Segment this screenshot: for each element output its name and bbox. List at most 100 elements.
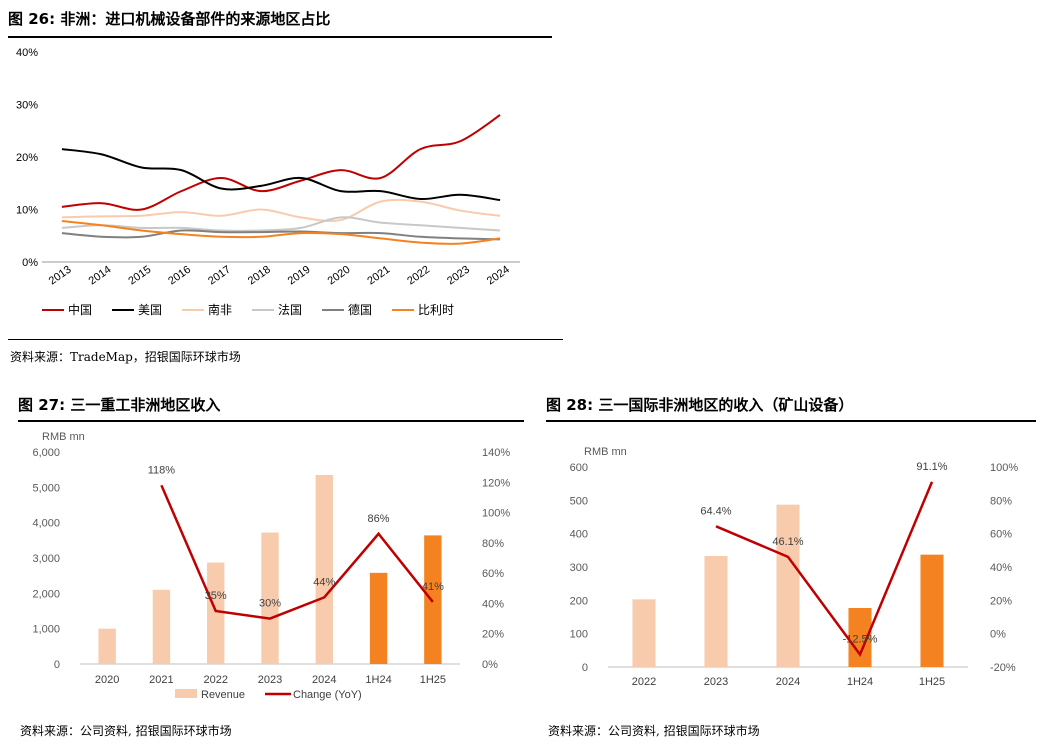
revenue-bar [152, 589, 171, 664]
x-tick-label: 2024 [776, 676, 800, 688]
yoy-data-label: -12.5% [843, 634, 878, 646]
legend-swatch-revenue [175, 689, 197, 698]
series-line-1 [61, 148, 501, 202]
y-tick-label: 600 [570, 462, 588, 474]
yoy-data-label: 118% [148, 464, 176, 476]
revenue-bar [207, 562, 225, 664]
x-tick-label: 1H24 [847, 676, 873, 688]
fig27-title-rule [18, 420, 524, 422]
yoy-data-label: 41% [422, 581, 444, 593]
x-tick-label: 2016 [166, 264, 193, 288]
x-tick-label: 2023 [258, 674, 282, 686]
y2-tick-label: 60% [482, 568, 504, 580]
revenue-bar [369, 572, 388, 664]
y-tick-label: 5,000 [32, 482, 60, 494]
y2-tick-label: 120% [482, 477, 510, 489]
x-tick-label: 2024 [485, 264, 512, 288]
y-tick-label: 100 [570, 629, 588, 641]
legend-label: 南非 [208, 302, 232, 317]
x-tick-label: 2022 [632, 676, 656, 688]
fig26-source: 资料来源：TradeMap，招银国际环球市场 [10, 350, 241, 364]
legend-label-change: Change (YoY) [293, 689, 362, 701]
yoy-change-line [160, 484, 434, 620]
x-tick-label: 2017 [206, 264, 233, 288]
yoy-data-label: 86% [368, 513, 390, 525]
y-tick-label: 30% [16, 100, 38, 112]
x-tick-label: 2022 [203, 674, 227, 686]
yoy-data-label: 91.1% [916, 461, 947, 473]
y2-tick-label: 0% [482, 659, 498, 671]
fig26-line-chart: 0% 10% 20% 30% 40% 2013 2014 2015 2016 2017 2018 20… [16, 47, 520, 317]
legend-label: 美国 [138, 303, 162, 317]
x-tick-label: 2023 [445, 264, 472, 288]
series-line-2 [61, 198, 501, 222]
revenue-bar [920, 554, 944, 667]
y-tick-label: 2,000 [32, 588, 60, 600]
x-tick-label: 2014 [87, 264, 114, 288]
series-line-5 [61, 220, 501, 245]
revenue-bar [776, 504, 800, 667]
revenue-bar [424, 535, 442, 664]
fig27-title: 图 27: 三一重工非洲地区收入 [18, 396, 221, 414]
yoy-data-label: 30% [259, 598, 281, 610]
y2-tick-label: 80% [482, 538, 504, 550]
x-tick-label: 2021 [365, 264, 392, 288]
fig28-title-rule [546, 420, 1036, 422]
fig27-combo-chart: RMB mn 0 1,000 2,000 3,000 4,000 5,000 6,000 0% 2… [32, 431, 510, 701]
series-line-0 [61, 114, 501, 211]
revenue-bar [848, 608, 872, 667]
y-tick-label: 4,000 [32, 518, 60, 530]
y-tick-label: 20% [16, 152, 38, 164]
yoy-data-label: 35% [205, 590, 227, 602]
x-tick-label: 2018 [246, 264, 273, 288]
x-tick-label: 2020 [95, 674, 119, 686]
y2-tick-label: 100% [990, 462, 1018, 474]
fig28-title: 图 28: 三一国际非洲地区的收入（矿山设备） [546, 396, 854, 414]
y-axis-unit: RMB mn [42, 431, 85, 443]
y-tick-label: 1,000 [32, 624, 60, 636]
x-tick-label: 1H25 [420, 674, 446, 686]
y2-tick-label: 20% [990, 595, 1012, 607]
y-tick-label: 3,000 [32, 553, 60, 565]
x-tick-label: 2024 [312, 674, 336, 686]
y-axis-unit: RMB mn [584, 446, 627, 458]
series-line-4 [61, 229, 501, 241]
x-tick-label: 2022 [405, 264, 432, 288]
y2-tick-label: 80% [990, 495, 1012, 507]
x-tick-label: 2013 [47, 264, 74, 288]
revenue-bar [632, 599, 656, 667]
legend-label: 中国 [68, 302, 92, 317]
x-tick-label: 2015 [126, 264, 153, 288]
y-tick-label: 0 [582, 662, 588, 674]
fig28-source: 资料来源：公司资料, 招银国际环球市场 [548, 724, 760, 738]
yoy-change-line [715, 481, 934, 658]
x-tick-label: 2023 [704, 676, 728, 688]
y2-tick-label: 40% [990, 562, 1012, 574]
x-tick-label: 2019 [286, 264, 313, 288]
y2-tick-label: 100% [482, 508, 510, 520]
x-tick-label: 1H25 [919, 676, 945, 688]
yoy-data-label: 64.4% [700, 505, 731, 517]
x-tick-label: 1H24 [365, 674, 391, 686]
y-tick-label: 200 [570, 595, 588, 607]
y-tick-label: 300 [570, 562, 588, 574]
y2-tick-label: 60% [990, 529, 1012, 541]
y-tick-label: 10% [16, 205, 38, 217]
fig26-title-rule [8, 36, 552, 38]
series-line-3 [61, 216, 501, 232]
yoy-data-label: 44% [313, 576, 335, 588]
y2-tick-label: 20% [482, 629, 504, 641]
x-tick-label: 2020 [326, 264, 353, 288]
yoy-data-label: 46.1% [772, 536, 803, 548]
legend-label: 法国 [278, 303, 302, 317]
fig27-source: 资料来源：公司资料, 招银国际环球市场 [20, 724, 232, 738]
y2-tick-label: 140% [482, 447, 510, 459]
revenue-bar [98, 628, 116, 664]
revenue-bar [261, 532, 279, 664]
legend-label: 比利时 [418, 303, 454, 317]
y-tick-label: 0% [22, 257, 38, 269]
y2-tick-label: 0% [990, 629, 1006, 641]
fig26-bottom-rule [8, 339, 563, 340]
y-tick-label: 500 [570, 495, 588, 507]
y-tick-label: 0 [54, 659, 60, 671]
